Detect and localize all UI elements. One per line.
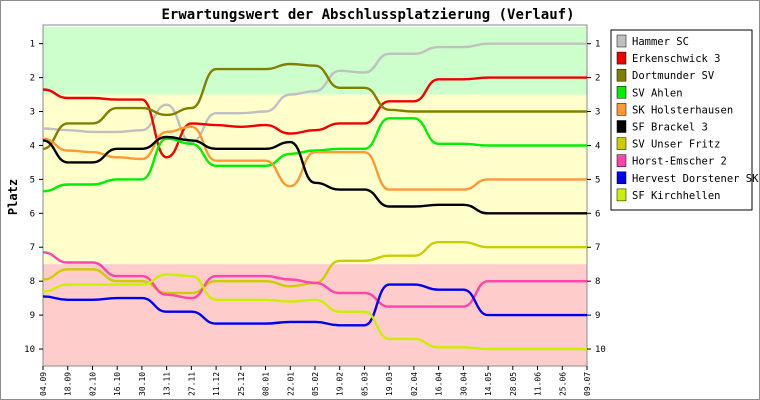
x-tick-label: 09.07: [583, 372, 592, 396]
legend-label: SK Holsterhausen: [632, 104, 733, 116]
x-tick-label: 14.05: [484, 372, 493, 396]
y-tick-label-right: 9: [595, 311, 600, 321]
y-tick-label-right: 3: [595, 108, 600, 118]
y-tick-label-left: 8: [30, 277, 35, 287]
x-tick-label: 05.03: [360, 372, 369, 396]
y-tick-label-left: 3: [30, 108, 35, 118]
y-tick-label-left: 4: [30, 141, 35, 151]
y-ticks-right: 1 2 3 4 5 6 7 8 9 10: [587, 40, 606, 355]
y-tick-label-right: 5: [595, 175, 600, 185]
legend-swatch: [616, 34, 627, 48]
legend-swatch: [616, 86, 627, 99]
x-tick-label: 25.12: [237, 372, 246, 396]
x-tick-label: 04.09: [39, 372, 48, 396]
series-lines: [42, 42, 587, 351]
chart-title: Erwartungswert der Abschlussplatzierung …: [161, 7, 574, 23]
legend-swatch: [616, 154, 627, 167]
series-line-8: [42, 283, 587, 327]
series-line-2: [42, 62, 587, 150]
y-tick-label-left: 7: [30, 243, 35, 253]
legend-swatch: [616, 68, 627, 82]
series-line-3: [42, 117, 587, 193]
x-tick-label: 19.02: [336, 372, 345, 396]
legend-label: SV Unser Fritz: [632, 139, 721, 151]
series-line-4: [42, 125, 587, 191]
legend-label: SF Kirchhellen: [632, 190, 721, 202]
x-tick-label: 19.03: [385, 372, 394, 396]
y-tick-label-right: 10: [595, 345, 606, 355]
x-tick-label: 27.11: [187, 372, 196, 396]
legend-swatch: [616, 51, 627, 65]
series-line-9: [42, 273, 587, 351]
y-tick-label-left: 6: [30, 209, 35, 219]
x-tick-label: 11.12: [212, 372, 221, 396]
y-tick-label-left: 10: [24, 345, 35, 355]
y-tick-label-right: 8: [595, 277, 600, 287]
legend-label: Hammer SC: [632, 36, 689, 48]
legend-label: Dortmunder SV: [632, 70, 715, 82]
y-tick-label-left: 5: [30, 175, 35, 185]
y-tick-label-left: 2: [30, 74, 35, 84]
y-tick-label-right: 1: [595, 40, 600, 50]
x-tick-label: 16.04: [435, 372, 444, 396]
legend-label: Horst-Emscher 2: [632, 156, 727, 168]
legend-swatch: [616, 103, 627, 116]
y-tick-label-right: 6: [595, 209, 600, 219]
y-tick-label-left: 1: [30, 40, 35, 50]
series-line-1: [42, 76, 587, 159]
x-tick-label: 18.09: [64, 372, 73, 396]
x-tick-label: 02.10: [88, 372, 97, 396]
legend-swatch: [616, 137, 627, 150]
series-line-7: [42, 251, 587, 308]
legend-swatch: [616, 120, 627, 133]
series-line-5: [42, 135, 587, 215]
x-tick-label: 22.01: [286, 372, 295, 396]
x-tick-label: 25.06: [558, 372, 567, 396]
x-ticks: 04.09 18.09 02.10 16.10 30.10 13.11 27.11 11.12…: [39, 366, 592, 396]
x-tick-label: 28.05: [509, 372, 518, 396]
legend-label: SV Ahlen: [632, 87, 683, 99]
legend-swatch: [616, 171, 627, 185]
y-axis-label: Platz: [6, 179, 20, 215]
y-tick-label-left: 9: [30, 311, 35, 321]
x-tick-label: 13.11: [163, 372, 172, 396]
x-tick-label: 11.06: [534, 372, 543, 396]
legend-swatch: [616, 188, 627, 202]
legend-box: [610, 29, 753, 211]
x-tick-label: 30.10: [138, 372, 147, 396]
legend: Hammer SC Erkenschwick 3 Dortmunder SV SV A…: [610, 29, 759, 211]
x-tick-label: 16.10: [113, 372, 122, 396]
band-0: [43, 26, 587, 95]
y-tick-label-right: 7: [595, 243, 600, 253]
x-tick-label: 30.04: [459, 372, 468, 396]
y-tick-label-right: 4: [595, 141, 600, 151]
series-line-0: [42, 42, 587, 144]
legend-label: Hervest Dorstener SK: [632, 173, 759, 185]
y-tick-label-right: 2: [595, 74, 600, 84]
y-ticks-left: 1 2 3 4 5 6 7 8 9 10: [24, 40, 43, 355]
legend-label: SF Brackel 3: [632, 122, 708, 134]
legend-label: Erkenschwick 3: [632, 53, 721, 65]
x-tick-label: 02.04: [410, 372, 419, 396]
x-tick-label: 05.02: [311, 372, 320, 396]
x-tick-label: 08.01: [262, 372, 271, 396]
